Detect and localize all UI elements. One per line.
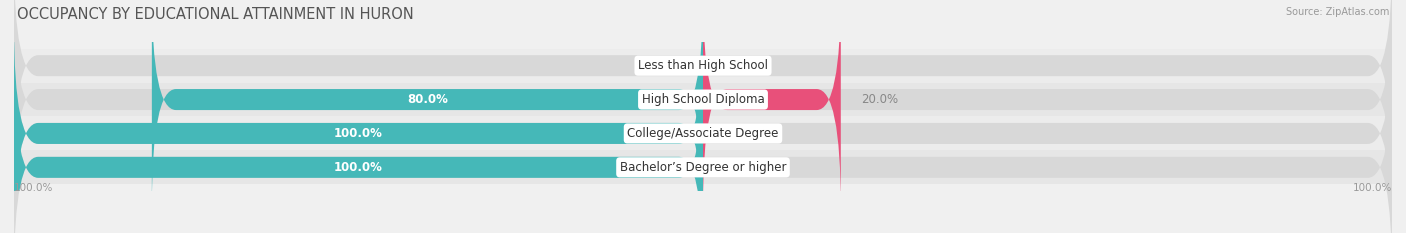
- Text: 0.0%: 0.0%: [724, 127, 754, 140]
- Text: 100.0%: 100.0%: [335, 127, 382, 140]
- FancyBboxPatch shape: [14, 0, 1392, 174]
- Text: 0.0%: 0.0%: [724, 161, 754, 174]
- Text: College/Associate Degree: College/Associate Degree: [627, 127, 779, 140]
- Text: 0.0%: 0.0%: [652, 59, 682, 72]
- FancyBboxPatch shape: [14, 59, 1392, 233]
- Text: Less than High School: Less than High School: [638, 59, 768, 72]
- FancyBboxPatch shape: [14, 25, 1392, 233]
- Text: High School Diploma: High School Diploma: [641, 93, 765, 106]
- Bar: [14, 116, 1392, 150]
- FancyBboxPatch shape: [14, 0, 1392, 208]
- FancyBboxPatch shape: [14, 59, 703, 233]
- FancyBboxPatch shape: [703, 0, 841, 208]
- Text: 100.0%: 100.0%: [14, 183, 53, 193]
- Text: 0.0%: 0.0%: [724, 59, 754, 72]
- FancyBboxPatch shape: [152, 0, 703, 208]
- Text: 80.0%: 80.0%: [406, 93, 449, 106]
- Text: 100.0%: 100.0%: [335, 161, 382, 174]
- Bar: [14, 83, 1392, 116]
- Text: Source: ZipAtlas.com: Source: ZipAtlas.com: [1285, 7, 1389, 17]
- Bar: [14, 150, 1392, 184]
- Text: OCCUPANCY BY EDUCATIONAL ATTAINMENT IN HURON: OCCUPANCY BY EDUCATIONAL ATTAINMENT IN H…: [17, 7, 413, 22]
- Text: 100.0%: 100.0%: [1353, 183, 1392, 193]
- Text: Bachelor’s Degree or higher: Bachelor’s Degree or higher: [620, 161, 786, 174]
- Bar: [14, 49, 1392, 83]
- Text: 20.0%: 20.0%: [862, 93, 898, 106]
- FancyBboxPatch shape: [14, 25, 703, 233]
